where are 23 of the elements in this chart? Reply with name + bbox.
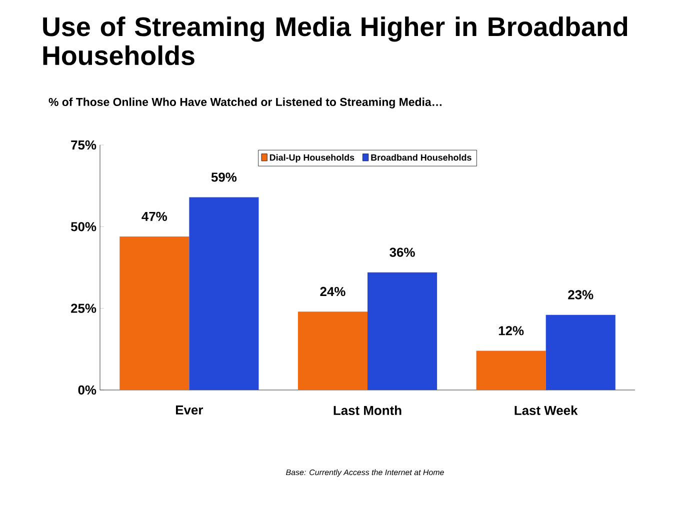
y-tick-label: 0%	[78, 385, 96, 395]
chart-subtitle: % of Those Online Who Have Watched or Listened to Streaming Media…	[48, 98, 442, 108]
data-label: 24%	[320, 286, 346, 296]
y-tick-label: 25%	[71, 304, 96, 313]
legend-label: Broadband Households	[371, 154, 472, 161]
x-tick-label: Last Month	[334, 406, 402, 416]
y-tick-label: 50%	[70, 222, 96, 232]
y-tick-label: 75%	[71, 140, 96, 150]
x-tick-label: Ever	[176, 406, 204, 415]
data-label: 36%	[390, 248, 415, 257]
bar	[546, 314, 616, 390]
bar	[368, 272, 438, 390]
bar	[189, 197, 259, 390]
chart-title: Use of Streaming Media Higher in Broadband Households	[43, 16, 628, 66]
data-label: 47%	[142, 212, 168, 221]
bar	[476, 350, 546, 390]
legend-label: Dial-Up Households	[270, 154, 354, 162]
bar	[298, 312, 368, 390]
bar	[120, 236, 190, 390]
data-label: 23%	[568, 290, 594, 300]
data-label: 12%	[498, 326, 524, 336]
data-label: 59%	[211, 172, 237, 182]
x-tick-label: Last Week	[514, 406, 578, 416]
